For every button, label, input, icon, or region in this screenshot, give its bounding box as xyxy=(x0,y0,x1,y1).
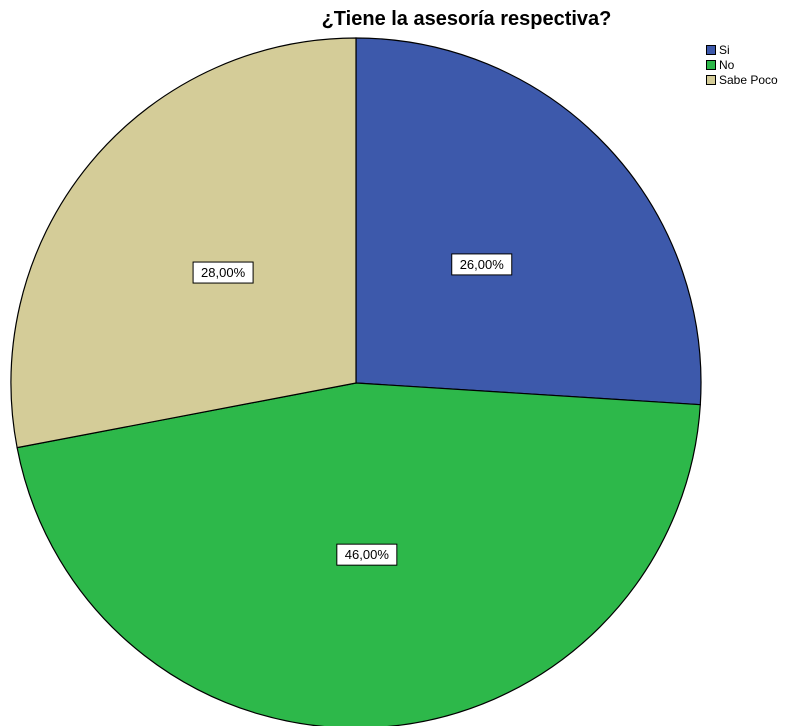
legend-label-no: No xyxy=(719,57,735,72)
legend: Si No Sabe Poco xyxy=(706,42,778,87)
chart-title: ¿Tiene la asesoría respectiva? xyxy=(321,8,612,30)
slice-label-box-si xyxy=(451,253,513,276)
legend-swatch-no xyxy=(706,59,716,70)
legend-swatch-sabe-poco xyxy=(706,74,716,85)
pie-slice-sabe-poco xyxy=(10,37,357,449)
slice-label-box-sabe-poco xyxy=(192,261,254,284)
slice-label-text-sabe-poco: 28,00% xyxy=(201,265,246,280)
legend-item-si: Si xyxy=(706,42,778,57)
legend-item-sabe-poco: Sabe Poco xyxy=(706,72,778,87)
slice-label-text-no: 46,00% xyxy=(345,547,390,562)
legend-swatch-si xyxy=(706,44,716,55)
slice-label-si: 26,00% xyxy=(451,253,513,276)
slice-label-sabe-poco: 28,00% xyxy=(192,261,254,284)
legend-label-sabe-poco: Sabe Poco xyxy=(719,72,778,87)
slice-label-text-si: 26,00% xyxy=(460,257,505,272)
legend-label-si: Si xyxy=(719,42,730,57)
pie-slice-si xyxy=(355,37,702,406)
slice-label-box-no xyxy=(336,543,398,566)
slice-label-no: 46,00% xyxy=(336,543,398,566)
legend-item-no: No xyxy=(706,57,778,72)
